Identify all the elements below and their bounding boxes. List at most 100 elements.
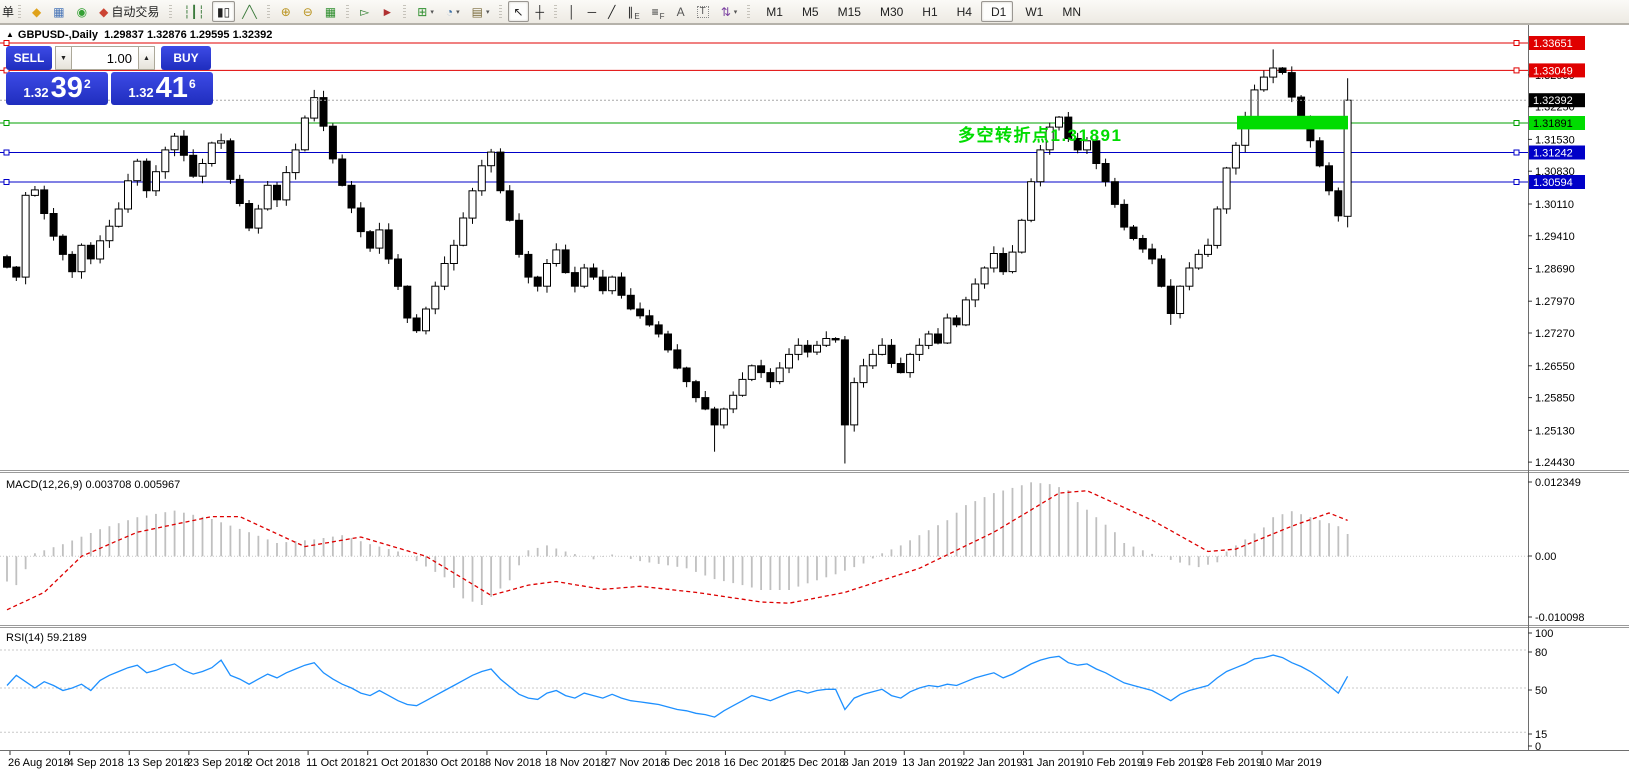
periods-icon-button[interactable]: ◔ ▾ — [441, 1, 465, 22]
date-label: 31 Jan 2019 — [1022, 757, 1083, 769]
tf-m5-button[interactable]: M5 — [792, 1, 826, 22]
cursor-icon-button[interactable]: ↖ — [508, 1, 529, 22]
annotation-text[interactable]: 多空转折点1.31891 — [958, 125, 1122, 145]
new-chart-icon: ▦ — [53, 4, 65, 19]
channel-icon-button[interactable]: ∥ E — [622, 1, 644, 22]
zoom-in-icon-button[interactable]: ⊕ — [276, 1, 296, 22]
date-label: 26 Aug 2018 — [8, 757, 70, 769]
candle — [999, 253, 1008, 273]
buy-price-display[interactable]: 1.32 41 6 — [111, 72, 213, 105]
candlestick-chart-icon-button[interactable]: ▮▯ — [212, 1, 236, 22]
candle — [431, 285, 440, 310]
macd-axis-label: -0.010098 — [1535, 612, 1585, 624]
toolbar-group-zoom: ⊕ ⊖ ▦ — [263, 1, 342, 23]
tf-mn-label: MN — [1062, 4, 1081, 19]
sell-button[interactable]: SELL — [6, 46, 52, 70]
hline-endpoint-marker[interactable] — [1513, 149, 1520, 156]
volume-increase-button[interactable]: ▲ — [139, 46, 155, 70]
macd-label: MACD(12,26,9) 0.003708 0.005967 — [6, 479, 180, 491]
templates-icon-caret[interactable]: ▾ — [485, 8, 490, 16]
candle — [794, 344, 803, 355]
hline-endpoint-marker[interactable] — [3, 120, 10, 126]
indicators-icon-caret[interactable]: ▾ — [430, 8, 434, 16]
tf-h4-button[interactable]: H4 — [947, 1, 979, 22]
label-icon-button[interactable]: T — [692, 1, 714, 22]
tf-w1-button[interactable]: W1 — [1015, 1, 1050, 22]
hline-endpoint-marker[interactable] — [3, 179, 10, 185]
tf-m15-button[interactable]: M15 — [828, 1, 868, 22]
bars-chart-icon-button[interactable]: ┆┃┆ — [178, 1, 210, 22]
trendline-icon: ╱ — [608, 4, 616, 19]
hline-icon-button[interactable]: ─ — [583, 1, 602, 22]
hline-endpoint-marker[interactable] — [3, 40, 10, 46]
trendline-icon-button[interactable]: ╱ — [603, 1, 620, 22]
buy-button[interactable]: BUY — [161, 46, 211, 70]
hline-endpoint-marker[interactable] — [1513, 67, 1520, 74]
collapse-icon[interactable]: ▲ — [6, 30, 14, 39]
panel-top-row: SELL ▼ 1.00 ▲ BUY — [6, 46, 219, 70]
price-badge-label: 1.33651 — [1533, 38, 1573, 50]
candle — [543, 263, 551, 287]
toolbar-group-chart-type: ┆┃┆ ▮▯ ╱╲ — [165, 1, 262, 23]
volume-decrease-button[interactable]: ▼ — [55, 46, 71, 70]
text-icon-button[interactable]: A — [672, 1, 690, 22]
candle — [757, 365, 766, 374]
buy-price-pip: 6 — [188, 77, 196, 91]
tile-windows-icon-button[interactable]: ▦ — [320, 1, 341, 22]
new-chart-icon-button[interactable]: ▦ — [48, 1, 69, 22]
candle — [1073, 138, 1082, 151]
tf-m15-label: M15 — [837, 4, 861, 19]
candle — [1204, 244, 1212, 255]
periods-icon-caret[interactable]: ▾ — [456, 8, 460, 16]
tf-mn-button[interactable]: MN — [1052, 1, 1088, 22]
templates-icon-button[interactable]: ▤ ▾ — [467, 1, 495, 22]
candle — [1269, 67, 1278, 78]
candle — [561, 249, 570, 274]
candle — [1287, 72, 1296, 98]
candle — [170, 135, 179, 151]
date-label: 25 Dec 2018 — [783, 757, 845, 769]
candle — [30, 189, 39, 196]
new-order-icon-button[interactable]: ◆ — [27, 1, 46, 22]
candle — [375, 229, 384, 249]
fibonacci-icon-button[interactable]: ≡ F — [647, 1, 670, 22]
tf-h1-button[interactable]: H1 — [912, 1, 944, 22]
autotrading-icon-button[interactable]: ◆ 自动交易 — [94, 1, 164, 22]
candle — [449, 244, 458, 265]
arrows-icon-caret[interactable]: ▾ — [733, 8, 738, 16]
chart-shift-icon-button[interactable]: ► — [376, 1, 398, 22]
hline-endpoint-marker[interactable] — [1513, 120, 1520, 126]
market-watch-icon-button[interactable]: ◉ — [72, 1, 92, 22]
sell-price-display[interactable]: 1.32 39 2 — [6, 72, 108, 105]
price-axis[interactable]: 1.329501.322501.315301.308301.301101.294… — [1528, 36, 1585, 753]
tf-m30-button[interactable]: M30 — [870, 1, 910, 22]
candle — [1231, 144, 1240, 169]
zoom-out-icon-button[interactable]: ⊖ — [298, 1, 318, 22]
candle — [813, 344, 821, 353]
vline-icon-button[interactable]: │ — [563, 1, 581, 22]
tf-m30-label: M30 — [879, 4, 904, 19]
arrows-icon-button[interactable]: ⇅ ▾ — [716, 1, 743, 22]
hline-endpoint-marker[interactable] — [1513, 179, 1520, 185]
tf-m1-button[interactable]: M1 — [756, 1, 790, 22]
volume-input[interactable]: 1.00 — [71, 46, 139, 70]
price-badge-1.33049 — [1529, 63, 1585, 78]
line-chart-icon-button[interactable]: ╱╲ — [237, 1, 261, 22]
candle — [291, 149, 300, 174]
hline-endpoint-marker[interactable] — [3, 149, 10, 156]
axis-tick-label: 1.25130 — [1535, 425, 1575, 437]
candle — [77, 244, 86, 273]
tf-d1-button[interactable]: D1 — [980, 1, 1014, 22]
zone-rectangle[interactable] — [1237, 115, 1348, 130]
auto-scroll-icon-button[interactable]: ▻ — [355, 1, 374, 22]
price-badge-1.31891 — [1529, 116, 1585, 130]
chart-background — [0, 24, 1629, 774]
date-label: 28 Feb 2019 — [1200, 757, 1262, 769]
crosshair-icon-button[interactable]: ┼ — [531, 1, 550, 22]
hline-endpoint-marker[interactable] — [1513, 40, 1520, 46]
buy-price-main: 41 — [155, 72, 188, 104]
candle — [1129, 226, 1138, 240]
indicators-icon-button[interactable]: ⊞ ▾ — [412, 1, 439, 22]
